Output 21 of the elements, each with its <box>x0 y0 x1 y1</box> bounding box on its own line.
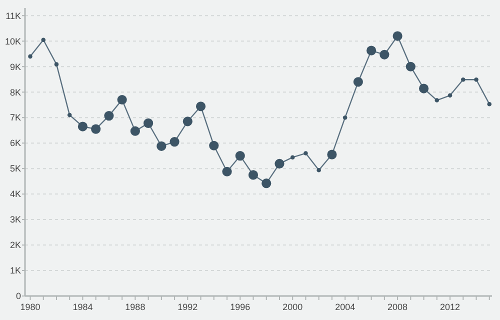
y-tick-label: 6K <box>10 138 21 148</box>
y-tick-label: 7K <box>10 112 21 123</box>
y-tick-label: 3K <box>10 214 21 225</box>
x-tick-label: 2008 <box>388 302 408 312</box>
y-tick-label: 11K <box>6 10 21 21</box>
x-tick-label: 1984 <box>72 302 93 312</box>
y-tick-label: 4K <box>10 189 21 200</box>
y-tick-label: 2K <box>10 240 21 250</box>
y-tick-label: 8K <box>10 87 21 98</box>
x-tick-label: 2012 <box>440 302 460 312</box>
y-tick-label: 1K <box>10 266 21 276</box>
x-tick-label: 1992 <box>178 302 198 312</box>
x-tick-label: 1996 <box>230 302 250 312</box>
x-tick-label: 2004 <box>335 302 356 312</box>
x-tick-label: 2000 <box>282 302 303 312</box>
x-tick-label: 1988 <box>125 302 146 312</box>
x-tick-label: 1980 <box>20 302 40 312</box>
y-tick-label: 9K <box>10 62 21 72</box>
y-tick-label: 5K <box>10 164 21 174</box>
y-tick-label: 10K <box>4 36 21 46</box>
y-tick-label: 0 <box>16 291 21 302</box>
